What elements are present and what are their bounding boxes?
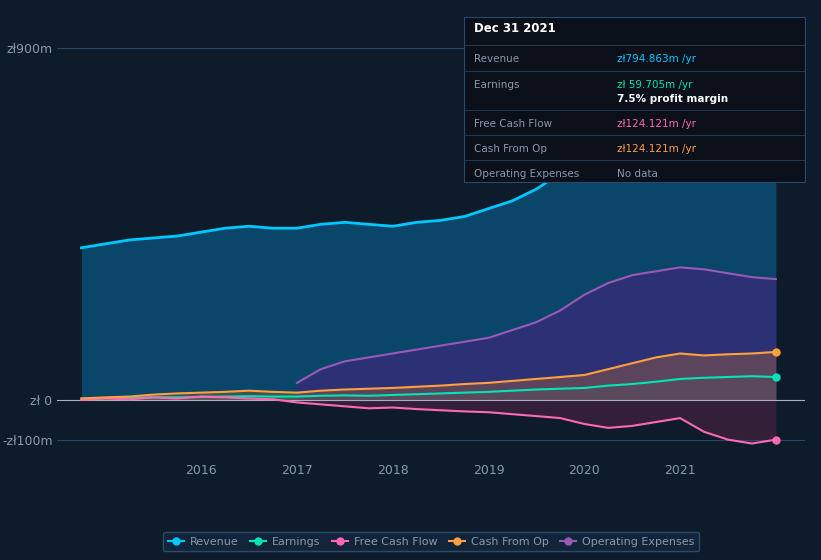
Legend: Revenue, Earnings, Free Cash Flow, Cash From Op, Operating Expenses: Revenue, Earnings, Free Cash Flow, Cash …	[163, 532, 699, 551]
Text: Revenue: Revenue	[474, 54, 519, 64]
Text: Free Cash Flow: Free Cash Flow	[474, 119, 552, 129]
Text: zł124.121m /yr: zł124.121m /yr	[617, 119, 696, 129]
Text: 7.5% profit margin: 7.5% profit margin	[617, 94, 728, 104]
Text: zł124.121m /yr: zł124.121m /yr	[617, 144, 696, 154]
Text: Operating Expenses: Operating Expenses	[474, 169, 579, 179]
Text: Dec 31 2021: Dec 31 2021	[474, 22, 556, 35]
Text: Cash From Op: Cash From Op	[474, 144, 547, 154]
Text: Earnings: Earnings	[474, 80, 519, 90]
Text: zł 59.705m /yr: zł 59.705m /yr	[617, 80, 693, 90]
Text: No data: No data	[617, 169, 658, 179]
Text: zł794.863m /yr: zł794.863m /yr	[617, 54, 696, 64]
